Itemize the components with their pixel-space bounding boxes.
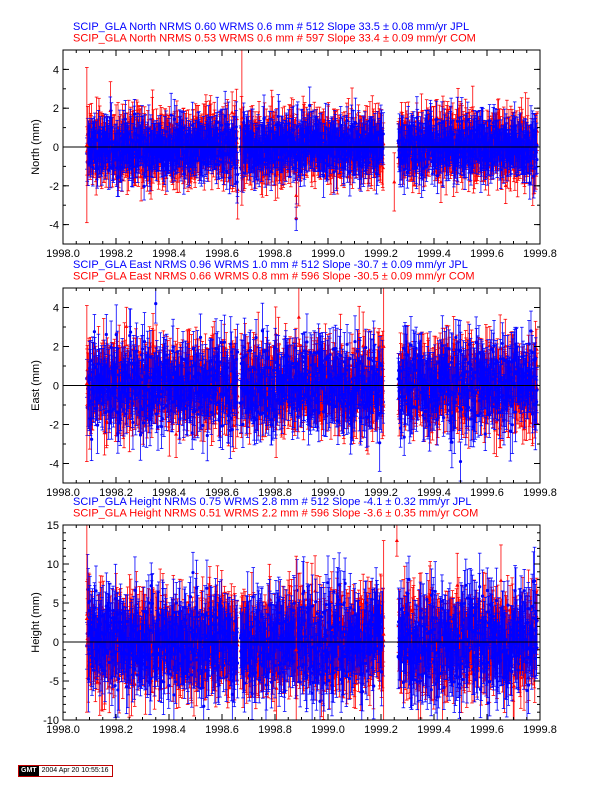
data-point-com — [230, 110, 235, 114]
data-point-jpl — [147, 127, 151, 131]
data-point-jpl — [131, 165, 135, 169]
chart-title: SCIP_GLA North NRMS 0.60 WRMS 0.6 mm # 5… — [73, 21, 469, 33]
chart-panel-1: SCIP_GLA North NRMS 0.60 WRMS 0.6 mm # 5… — [30, 21, 557, 260]
data-point-jpl — [142, 184, 146, 188]
data-layer — [84, 50, 540, 231]
data-point-com — [381, 165, 386, 170]
data-point-jpl — [145, 160, 149, 164]
data-point-com — [503, 183, 508, 188]
data-point-com — [438, 179, 443, 184]
data-point-jpl — [91, 165, 95, 170]
chart-title: SCIP_GLA North NRMS 0.53 WRMS 0.6 mm # 5… — [73, 33, 476, 45]
data-point-jpl — [109, 165, 113, 170]
